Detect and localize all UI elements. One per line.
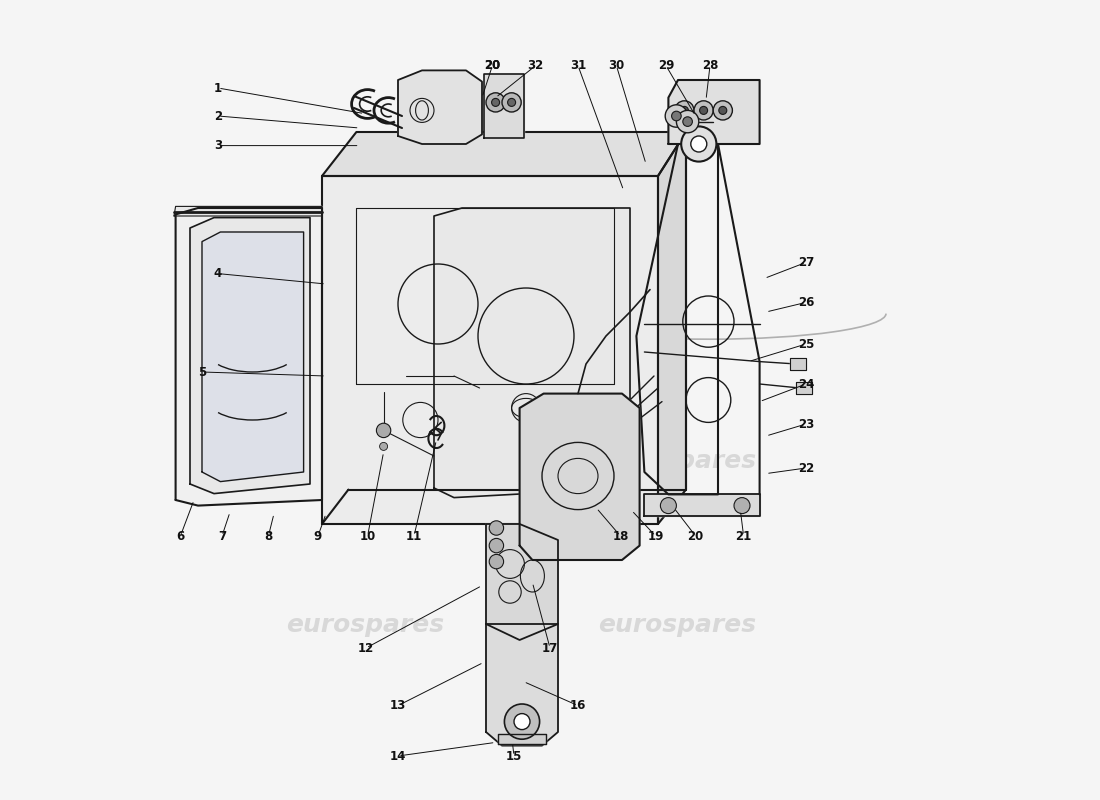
Polygon shape (519, 394, 639, 560)
Polygon shape (486, 524, 558, 640)
Circle shape (683, 117, 692, 126)
Polygon shape (486, 624, 558, 746)
Text: 11: 11 (406, 530, 422, 542)
Text: 32: 32 (528, 59, 543, 72)
Polygon shape (398, 70, 482, 144)
Text: 12: 12 (358, 642, 374, 654)
Polygon shape (322, 132, 686, 176)
Circle shape (379, 442, 387, 450)
Polygon shape (174, 206, 322, 216)
Circle shape (507, 98, 516, 106)
Circle shape (681, 126, 716, 162)
Circle shape (700, 106, 707, 114)
Text: 17: 17 (542, 642, 558, 654)
Text: 24: 24 (798, 378, 814, 390)
Text: 28: 28 (702, 59, 718, 72)
Text: 8: 8 (264, 530, 273, 542)
Circle shape (376, 423, 390, 438)
Text: 1: 1 (213, 82, 222, 94)
Text: 21: 21 (736, 530, 751, 542)
Circle shape (492, 98, 499, 106)
Text: 23: 23 (798, 418, 814, 430)
Circle shape (514, 714, 530, 730)
Polygon shape (484, 74, 525, 138)
Circle shape (505, 704, 540, 739)
Circle shape (490, 521, 504, 535)
Text: eurospares: eurospares (286, 449, 444, 473)
Polygon shape (669, 80, 760, 144)
Text: 14: 14 (389, 750, 406, 762)
Text: 16: 16 (570, 699, 586, 712)
Text: 20: 20 (484, 59, 500, 72)
Text: 4: 4 (213, 267, 222, 280)
Text: eurospares: eurospares (598, 613, 756, 637)
Circle shape (490, 538, 504, 553)
Text: 6: 6 (176, 530, 185, 542)
Polygon shape (658, 132, 686, 524)
Circle shape (666, 105, 688, 127)
Circle shape (486, 93, 505, 112)
Text: 27: 27 (798, 256, 814, 269)
Text: 31: 31 (570, 59, 586, 72)
Text: 20: 20 (688, 530, 704, 542)
Text: 15: 15 (506, 750, 522, 762)
Polygon shape (322, 176, 658, 524)
Text: 25: 25 (798, 338, 814, 350)
Polygon shape (498, 734, 546, 744)
Text: 18: 18 (613, 530, 628, 542)
Circle shape (674, 101, 694, 120)
Polygon shape (796, 382, 813, 394)
Polygon shape (434, 208, 630, 498)
Text: 29: 29 (658, 59, 674, 72)
Text: 30: 30 (608, 59, 625, 72)
Text: 10: 10 (360, 530, 376, 542)
Circle shape (734, 498, 750, 514)
Text: 2: 2 (213, 110, 222, 122)
Text: 9: 9 (314, 530, 322, 542)
Text: 19: 19 (648, 530, 663, 542)
Circle shape (694, 101, 713, 120)
Circle shape (713, 101, 733, 120)
Circle shape (660, 498, 676, 514)
Text: 20: 20 (484, 59, 500, 72)
Circle shape (676, 110, 698, 133)
Circle shape (502, 93, 521, 112)
Polygon shape (202, 232, 304, 482)
Circle shape (718, 106, 727, 114)
Polygon shape (190, 218, 310, 494)
Polygon shape (176, 208, 322, 506)
Circle shape (681, 106, 689, 114)
Text: 13: 13 (389, 699, 406, 712)
Circle shape (377, 424, 390, 437)
Polygon shape (645, 494, 760, 516)
Circle shape (672, 111, 681, 121)
Text: 5: 5 (198, 366, 206, 378)
Text: 22: 22 (798, 462, 814, 474)
Text: eurospares: eurospares (286, 613, 444, 637)
Text: 7: 7 (218, 530, 227, 542)
Text: eurospares: eurospares (598, 449, 756, 473)
Circle shape (691, 136, 707, 152)
Text: 3: 3 (213, 139, 222, 152)
Polygon shape (790, 358, 806, 370)
Text: 26: 26 (798, 296, 814, 309)
Circle shape (490, 554, 504, 569)
